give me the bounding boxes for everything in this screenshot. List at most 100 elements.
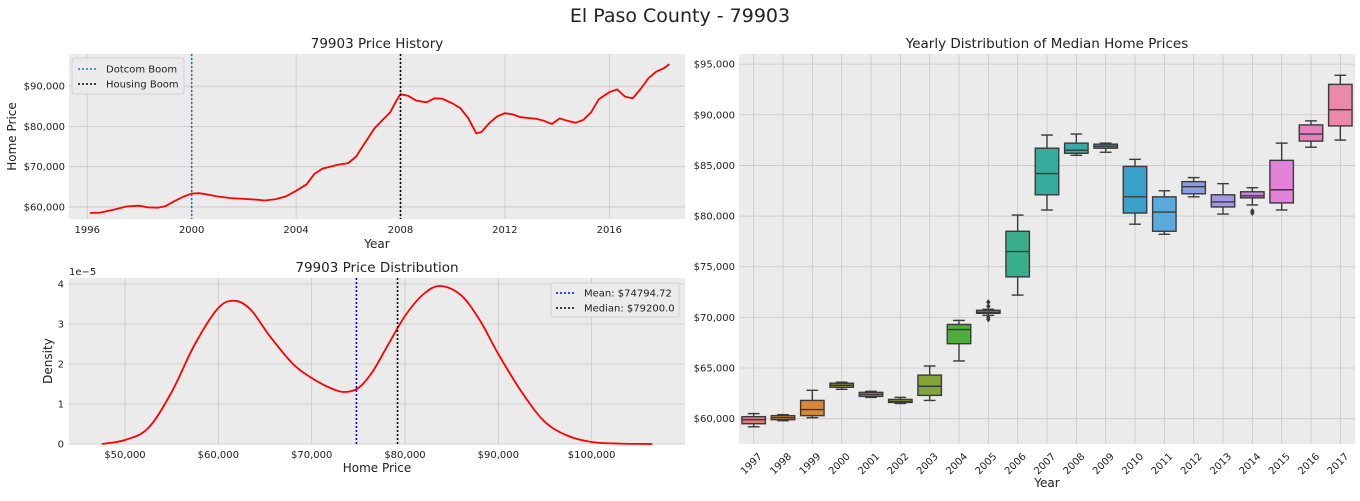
x-tick-label: 2015 [1267, 451, 1293, 477]
box-2008 [1063, 133, 1089, 156]
legend: Dotcom Boom Housing Boom [71, 57, 185, 95]
iqr-box [1327, 83, 1353, 127]
outlier-point [986, 299, 991, 306]
box-2012 [1181, 176, 1207, 198]
iqr-box [1181, 180, 1207, 195]
price-distribution-panel: 79903 Price Distribution Home Price Densit… [41, 260, 685, 475]
box-2013 [1210, 182, 1236, 215]
outlier-point [986, 303, 991, 310]
y-tick-label: 2 [58, 360, 64, 371]
box-2015 [1269, 142, 1295, 211]
x-tick-label: 2003 [915, 451, 941, 477]
y-tick-label: $80,000 [694, 212, 735, 223]
x-tick-label: 2012 [1179, 451, 1205, 477]
box-2010 [1122, 158, 1148, 225]
legend-box [550, 282, 680, 318]
x-tick-label: $80,000 [384, 450, 425, 461]
box-2005 [975, 299, 1001, 323]
y-tick-label: $75,000 [694, 262, 735, 273]
x-tick-label: 2008 [1062, 451, 1088, 477]
legend-box [71, 57, 185, 95]
y-tick-label: $85,000 [694, 161, 735, 172]
x-tick-label: 1998 [768, 451, 794, 477]
iqr-box [946, 323, 972, 345]
x-tick-label: 2017 [1326, 451, 1352, 477]
box-2001 [858, 390, 884, 399]
legend-label: Housing Boom [106, 80, 179, 91]
y-tick-label: $70,000 [24, 162, 65, 173]
iqr-box [799, 399, 825, 417]
iqr-box [1210, 194, 1236, 208]
box-2009 [1093, 142, 1119, 153]
y-tick-label: $90,000 [24, 82, 65, 93]
box-2000 [829, 381, 855, 390]
x-tick-label: 2009 [1091, 451, 1117, 477]
box-2002 [887, 396, 913, 405]
box-2003 [917, 365, 943, 402]
box-2006 [1005, 214, 1031, 296]
iqr-box [917, 374, 943, 397]
outlier-point [986, 314, 991, 321]
iqr-box [1005, 230, 1031, 278]
y-tick-label: 1 [58, 400, 64, 411]
x-tick-label: 2004 [283, 225, 308, 236]
y-tick-label: $80,000 [24, 122, 65, 133]
outlier-point [1250, 208, 1255, 215]
iqr-box [1063, 142, 1089, 154]
chart-title: 79903 Price Distribution [295, 260, 458, 276]
y-tick-label: $65,000 [694, 364, 735, 375]
x-tick-label: 2008 [388, 225, 413, 236]
x-tick-label: 2007 [1032, 451, 1058, 477]
legend-label: Median: $79200.0 [584, 304, 675, 315]
y-axis-label: Density [41, 338, 55, 384]
y-tick-label: $60,000 [24, 202, 65, 213]
y-tick-label: 0 [58, 440, 64, 451]
yearly-box-panel: Yearly Distribution of Median Home Price… [694, 36, 1355, 490]
iqr-box [1298, 124, 1324, 142]
y-tick-label: $70,000 [694, 313, 735, 324]
price-history-line [89, 63, 670, 214]
legend-label: Mean: $74794.72 [584, 289, 672, 300]
density-curve [101, 285, 653, 445]
box-2016 [1298, 120, 1324, 148]
x-tick-label: 2011 [1150, 451, 1176, 477]
x-tick-label: 2002 [886, 451, 912, 477]
legend-label: Dotcom Boom [106, 65, 177, 76]
iqr-box [1034, 147, 1060, 196]
x-axis-label: Year [363, 237, 389, 251]
box-1997 [741, 412, 767, 428]
price-history-panel: 79903 Price History Year Home Price 1996 200… [5, 36, 685, 251]
x-tick-label: $70,000 [291, 450, 332, 461]
y-tick-label: $95,000 [694, 60, 735, 71]
x-tick-label: 2016 [1296, 451, 1322, 477]
x-axis-label: Year [1033, 476, 1059, 490]
x-tick-label: 2016 [597, 225, 622, 236]
y-scale-label: 1e−5 [69, 267, 96, 278]
legend: Mean: $74794.72 Median: $79200.0 [550, 282, 680, 318]
y-axis-label: Home Price [5, 102, 19, 171]
box-2017 [1327, 74, 1353, 141]
box-2011 [1151, 190, 1177, 236]
x-tick-label: 2004 [944, 451, 970, 477]
x-tick-label: 2014 [1238, 451, 1264, 477]
iqr-box [1151, 196, 1177, 232]
x-tick-label: $90,000 [478, 450, 519, 461]
box-2004 [946, 319, 972, 362]
y-tick-label: $90,000 [694, 110, 735, 121]
box-1999 [799, 389, 825, 419]
iqr-box [1122, 165, 1148, 214]
x-tick-label: 2010 [1120, 451, 1146, 477]
y-tick-label: 3 [58, 320, 64, 331]
x-tick-label: $60,000 [198, 450, 239, 461]
iqr-box [1269, 159, 1295, 204]
box-2007 [1034, 134, 1060, 211]
x-tick-label: 2000 [179, 225, 204, 236]
x-tick-label: 1997 [739, 451, 765, 477]
box-1998 [770, 413, 796, 422]
figure-suptitle: El Paso County - 79903 [570, 5, 790, 27]
x-tick-label: $100,000 [568, 450, 616, 461]
y-tick-label: $60,000 [694, 414, 735, 425]
box-2014 [1239, 187, 1265, 217]
x-tick-label: $50,000 [104, 450, 145, 461]
